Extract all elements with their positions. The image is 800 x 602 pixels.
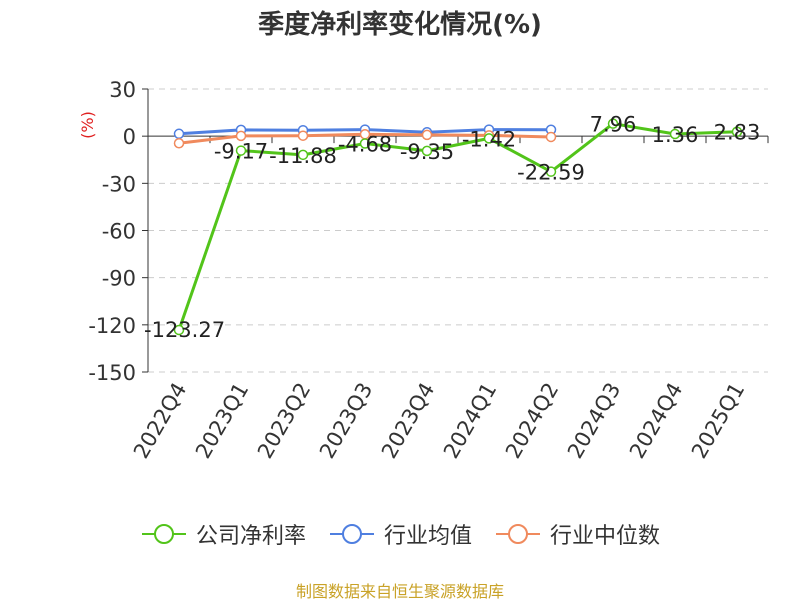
y-tick-label: 30 [109,78,136,102]
data-point [173,128,185,140]
legend-label: 行业中位数 [550,524,661,549]
data-point [235,145,247,156]
data-point [483,133,495,144]
x-tick-label: 2023Q3 [315,379,377,463]
legend-marker [341,524,362,544]
legend-item[interactable]: 行业中位数 [494,518,660,550]
legend: 公司净利率 行业均值 行业中位数 [0,518,800,550]
y-tick-label: -90 [102,267,136,291]
data-label: -123.27 [144,318,225,342]
legend-label: 公司净利率 [195,524,306,549]
data-point [297,130,309,141]
y-tick-label: -30 [102,172,136,196]
series-line-0 [177,122,738,331]
x-tick-label: 2024Q4 [625,379,687,463]
y-tick-label: -150 [88,361,136,385]
data-point [173,324,185,336]
data-point [545,166,557,177]
data-label: -11.88 [269,144,337,168]
legend-item[interactable]: 行业均值 [328,518,472,550]
legend-swatch-icon [329,524,374,544]
data-point [297,149,309,161]
data-point [359,138,371,149]
data-label: 2.83 [714,121,761,145]
x-tick-label: 2025Q1 [687,379,749,463]
data-point [731,126,743,137]
legend-label: 行业均值 [383,524,472,549]
x-tick-label: 2023Q4 [377,379,439,463]
legend-marker [153,524,174,544]
y-tick-label: 0 [123,125,136,149]
data-point [545,131,557,143]
data-point [669,128,681,140]
data-label: -9.17 [214,140,268,164]
y-tick-label: -120 [88,314,136,338]
x-tick-label: 2023Q2 [253,379,315,463]
legend-swatch-icon [496,524,540,544]
y-tick-label: -60 [102,220,136,244]
legend-marker [508,524,528,544]
data-point [607,118,619,129]
y-axis-title: (%) [78,111,97,139]
data-point [421,129,433,141]
data-label: -22.59 [517,161,585,185]
x-tick-label: 2024Q1 [439,379,501,463]
x-tick-label: 2022Q4 [129,379,191,463]
data-label: 7.96 [590,113,637,137]
data-label: 1.36 [652,123,699,147]
legend-item[interactable]: 公司净利率 [140,518,306,550]
source-note: 制图数据来自恒生聚源数据库 [295,582,504,601]
x-tick-label: 2023Q1 [191,379,253,463]
x-tick-label: 2024Q3 [563,379,625,463]
legend-swatch-icon [141,524,186,544]
data-point [421,145,433,157]
data-label: -4.68 [338,133,392,157]
data-point [235,130,247,142]
chart-title: 季度净利率变化情况(%) [258,10,542,40]
data-label: -1.42 [462,127,516,151]
data-point [173,137,185,149]
data-label: -9.35 [400,140,454,164]
x-tick-label: 2024Q2 [501,379,563,463]
